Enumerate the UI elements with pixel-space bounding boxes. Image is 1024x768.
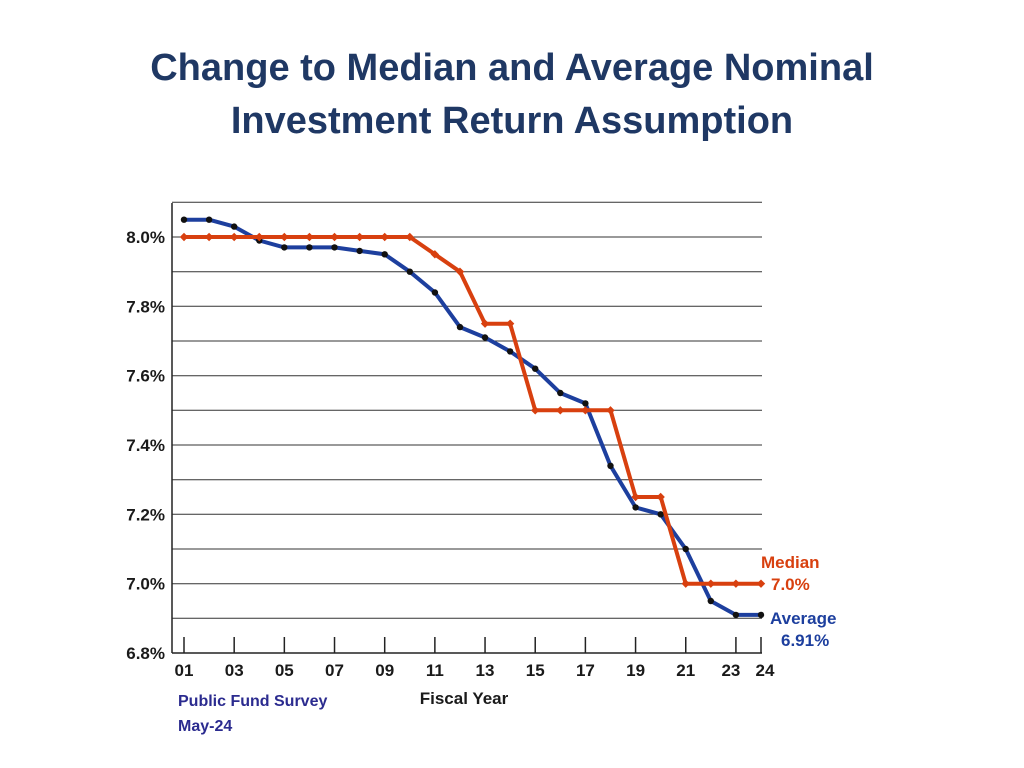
x-tick-label: 21 (676, 661, 695, 680)
median-line (182, 235, 763, 586)
median-point (380, 232, 389, 242)
average-point (707, 597, 714, 605)
average-label: Average (770, 609, 836, 628)
series-average (180, 216, 765, 619)
median-point (405, 232, 414, 242)
median-point (255, 232, 264, 242)
median-point (656, 492, 665, 502)
median-point (229, 232, 239, 242)
average-point (481, 334, 489, 341)
average-point (431, 289, 439, 296)
y-tick-label: 7.0% (126, 575, 165, 594)
median-point (706, 579, 716, 588)
x-tick-label: 07 (325, 661, 344, 680)
median-point (756, 579, 766, 588)
median-point (505, 319, 515, 328)
series-median (179, 232, 766, 588)
y-tick-label: 8.0% (126, 228, 165, 247)
title-line-2: Investment Return Assumption (230, 100, 794, 143)
median-point (681, 579, 690, 588)
median-point (731, 579, 741, 588)
average-point (732, 611, 740, 619)
source-line-1: Public Fund Survey (178, 693, 327, 710)
median-point (556, 406, 565, 415)
average-point (506, 348, 514, 355)
x-tick-label: 15 (526, 661, 545, 680)
y-tick-labels: 8.0% 7.8% 7.6% 7.4% 7.2% 7.0% 6.8% (126, 228, 165, 663)
median-point (330, 232, 339, 242)
median-point (606, 406, 615, 415)
median-point (179, 232, 189, 242)
average-point (632, 504, 639, 511)
title-line-1: Change to Median and Average Nominal (150, 47, 874, 89)
average-point (757, 611, 765, 619)
average-point (682, 545, 689, 553)
x-tick-label: 03 (225, 661, 244, 680)
axes (171, 203, 762, 654)
median-point (355, 232, 364, 242)
average-point (557, 389, 564, 397)
x-tick-labels: 01 03 05 07 09 11 13 15 17 19 21 23 24 (175, 637, 775, 680)
x-tick-label: 09 (375, 661, 394, 680)
y-tick-label: 6.8% (126, 644, 165, 663)
median-point (455, 267, 465, 276)
chart-title: Change to Median and Average Nominal Inv… (0, 42, 1024, 148)
average-line (182, 217, 763, 617)
x-tick-label: 01 (175, 661, 194, 680)
median-point (480, 319, 490, 328)
average-point (456, 323, 464, 331)
average-point (607, 462, 614, 469)
x-tick-label: 13 (476, 661, 495, 680)
median-point (531, 406, 540, 415)
gridlines (172, 201, 762, 619)
average-point (306, 244, 313, 251)
source-line-2: May-24 (178, 718, 232, 735)
average-point (406, 268, 413, 275)
average-point (205, 216, 213, 223)
average-point (356, 247, 363, 255)
median-point (305, 232, 314, 242)
median-label: Median (761, 553, 820, 572)
median-value-label: 7.0% (771, 575, 810, 594)
median-point (204, 232, 214, 242)
average-value-label: 6.91% (781, 631, 829, 650)
average-point (657, 511, 664, 518)
x-tick-label: 05 (275, 661, 294, 680)
y-tick-label: 7.2% (126, 505, 165, 524)
x-tick-label: 19 (626, 661, 645, 680)
y-tick-label: 7.4% (126, 436, 165, 455)
average-point (180, 216, 188, 223)
average-point (532, 365, 539, 372)
x-tick-label: 17 (576, 661, 595, 680)
y-tick-label: 7.6% (126, 367, 165, 386)
average-point (331, 244, 338, 251)
average-point (381, 251, 388, 258)
median-point (631, 492, 640, 502)
x-tick-label: 23 (721, 661, 740, 680)
x-tick-label: 11 (426, 661, 444, 680)
x-tick-label: 24 (756, 661, 775, 680)
average-point (281, 244, 288, 251)
x-axis-label: Fiscal Year (420, 689, 509, 708)
average-point (582, 400, 589, 407)
median-point (581, 406, 590, 415)
average-point (231, 223, 238, 230)
y-tick-label: 7.8% (126, 297, 165, 316)
median-point (280, 232, 289, 242)
median-point (430, 250, 440, 259)
